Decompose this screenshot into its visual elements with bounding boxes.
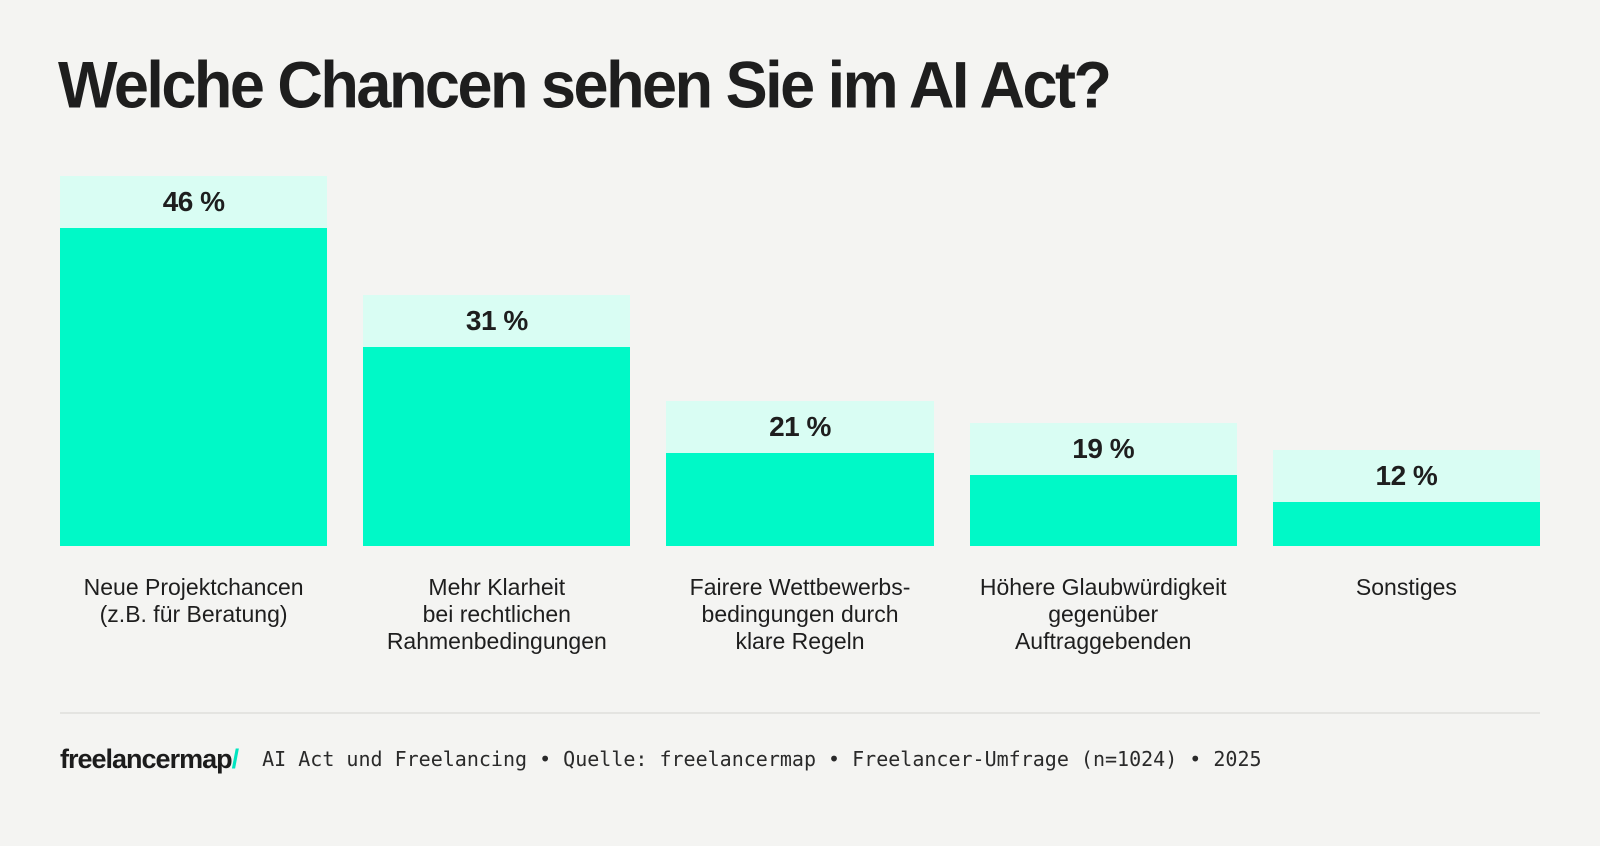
bar-fill [969, 475, 1237, 546]
bar-fill [60, 228, 328, 546]
source-caption: AI Act und Freelancing • Quelle: freelan… [262, 747, 1262, 771]
bar-value-label: 12 % [1375, 460, 1438, 491]
bar-neue-projektchancen: 46 % [60, 176, 328, 546]
bar-chart: 46 % 31 % 21 % 19 % 12 % [60, 176, 1541, 546]
logo-slash: / [231, 743, 239, 774]
bar-mehr-klarheit: 31 % [363, 295, 631, 546]
category-label: Sonstiges [1355, 574, 1457, 600]
page-title: Welche Chancen sehen Sie im AI Act? [58, 49, 1112, 122]
bar-value-label: 46 % [162, 186, 225, 217]
category-label: Höhere Glaubwürdigkeit gegenüber Auftrag… [979, 574, 1227, 654]
brand-logo: freelancermap/ [60, 743, 239, 775]
bar-fill [666, 453, 934, 546]
bar-value-label: 31 % [465, 305, 528, 336]
bar-cap: 12 % [1272, 450, 1541, 502]
bar-cap: 31 % [363, 295, 631, 347]
footer: freelancermap/ AI Act und Freelancing • … [60, 738, 1540, 780]
bar-cap: 21 % [666, 401, 934, 453]
bar-fairere-wettbewerbsbedingungen: 21 % [666, 401, 934, 546]
bar-value-label: 21 % [769, 411, 831, 442]
bar-sonstiges: 12 % [1272, 450, 1541, 546]
brand-logo-text: freelancermap [60, 743, 233, 774]
bar-fill [1272, 502, 1541, 546]
category-label: Mehr Klarheit bei rechtlichen Rahmenbedi… [386, 574, 607, 654]
category-label: Neue Projektchancen (z.B. für Beratung) [83, 574, 304, 627]
bar-hoehere-glaubwuerdigkeit: 19 % [969, 423, 1237, 546]
bar-value-label: 19 % [1072, 433, 1135, 464]
category-label: Fairere Wettbewerbs- bedingungen durch k… [689, 574, 911, 654]
bar-cap: 46 % [60, 176, 328, 228]
category-labels: Neue Projektchancen (z.B. für Beratung) … [60, 574, 1540, 655]
bar-fill [363, 347, 631, 546]
bar-cap: 19 % [969, 423, 1237, 475]
footer-divider [60, 712, 1540, 714]
